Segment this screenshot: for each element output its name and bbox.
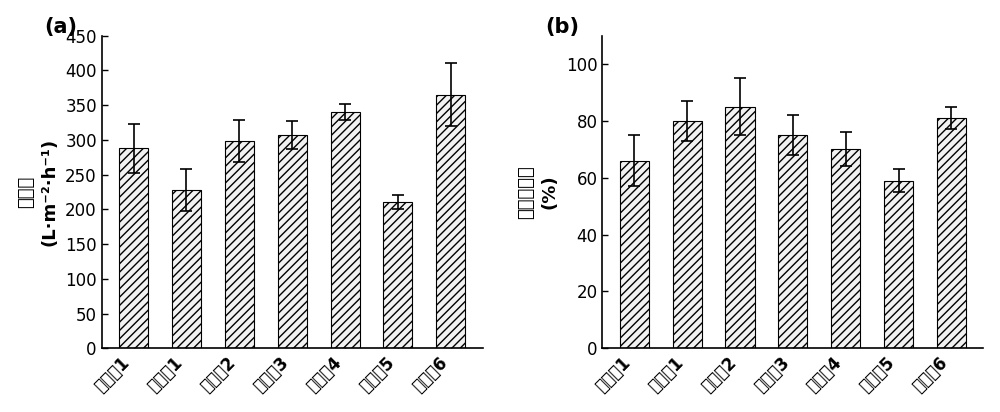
Bar xyxy=(225,141,254,348)
Bar xyxy=(172,190,201,348)
Bar xyxy=(331,112,360,348)
Bar xyxy=(778,135,807,348)
Text: (b): (b) xyxy=(545,17,579,37)
Text: (a): (a) xyxy=(45,17,78,37)
Y-axis label: 通量恢复率
(%): 通量恢复率 (%) xyxy=(517,165,559,219)
Y-axis label: 水通量
(L·m⁻²·h⁻¹): 水通量 (L·m⁻²·h⁻¹) xyxy=(17,138,58,246)
Bar xyxy=(620,161,649,348)
Bar xyxy=(831,150,860,348)
Bar xyxy=(725,107,755,348)
Bar xyxy=(436,95,465,348)
Bar xyxy=(383,202,412,348)
Bar xyxy=(937,118,966,348)
Bar xyxy=(119,148,148,348)
Bar xyxy=(278,135,307,348)
Bar xyxy=(884,180,913,348)
Bar xyxy=(673,121,702,348)
